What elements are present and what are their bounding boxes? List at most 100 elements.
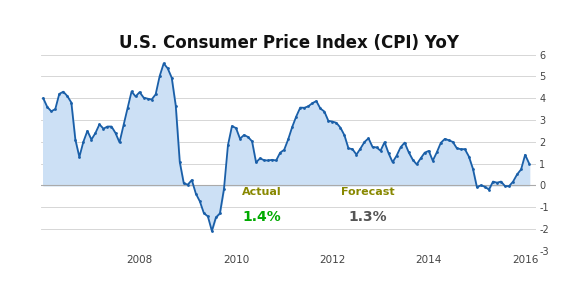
Point xyxy=(340,133,349,138)
Point xyxy=(504,184,514,188)
Point xyxy=(135,90,144,94)
Point xyxy=(384,151,394,156)
Point xyxy=(308,101,317,105)
Text: Actual: Actual xyxy=(241,187,281,197)
Point xyxy=(147,97,156,102)
Point xyxy=(464,154,473,159)
Point xyxy=(525,161,534,166)
Point xyxy=(111,131,120,135)
Title: U.S. Consumer Price Index (CPI) YoY: U.S. Consumer Price Index (CPI) YoY xyxy=(118,34,459,52)
Point xyxy=(324,119,333,123)
Point xyxy=(187,178,196,182)
Point xyxy=(127,89,136,94)
Point xyxy=(484,187,494,192)
Point xyxy=(392,154,401,158)
Point xyxy=(356,146,365,151)
Point xyxy=(87,137,96,142)
Point xyxy=(336,125,345,130)
Point xyxy=(452,146,462,151)
Point xyxy=(79,139,88,144)
Point xyxy=(517,167,526,172)
Point xyxy=(43,105,52,109)
Point xyxy=(436,141,445,145)
Point xyxy=(66,100,76,105)
Point xyxy=(139,95,148,100)
Point xyxy=(223,143,233,147)
Point xyxy=(227,124,237,128)
Point xyxy=(151,92,160,97)
Point xyxy=(312,99,321,103)
Point xyxy=(272,158,281,163)
Point xyxy=(51,107,60,111)
Point xyxy=(211,215,220,220)
Point xyxy=(276,150,285,155)
Point xyxy=(508,179,518,184)
Point xyxy=(47,109,56,113)
Point xyxy=(155,74,164,78)
Point xyxy=(372,145,381,150)
Point xyxy=(380,140,389,145)
Point xyxy=(259,158,269,162)
Point xyxy=(107,124,116,129)
Point xyxy=(404,150,413,154)
Point xyxy=(521,153,530,157)
Point xyxy=(315,106,325,111)
Point xyxy=(352,152,361,157)
Point xyxy=(376,148,385,153)
Point xyxy=(416,156,426,161)
Point xyxy=(468,166,477,171)
Point xyxy=(476,183,486,187)
Point xyxy=(408,157,417,162)
Point xyxy=(103,124,112,129)
Point xyxy=(300,105,309,110)
Point xyxy=(444,138,454,143)
Point xyxy=(296,105,305,110)
Point xyxy=(348,147,357,151)
Point xyxy=(175,160,184,164)
Point xyxy=(287,125,297,129)
Point xyxy=(396,145,405,149)
Point xyxy=(38,96,48,101)
Point xyxy=(264,158,273,163)
Text: Forecast: Forecast xyxy=(341,187,395,197)
Point xyxy=(344,146,353,151)
Point xyxy=(215,211,224,216)
Point xyxy=(251,160,261,165)
Point xyxy=(95,122,104,127)
Point xyxy=(123,106,132,111)
Point xyxy=(332,120,341,125)
Point xyxy=(195,199,205,204)
Point xyxy=(456,147,466,151)
Point xyxy=(319,109,329,114)
Point xyxy=(83,128,92,133)
Point xyxy=(304,104,313,109)
Point xyxy=(460,147,469,151)
Point xyxy=(328,119,337,124)
Point xyxy=(171,103,180,108)
Point xyxy=(400,140,409,145)
Point xyxy=(243,135,252,139)
Point xyxy=(183,182,192,187)
Point xyxy=(99,126,108,131)
Point xyxy=(59,89,68,94)
Point xyxy=(428,158,437,163)
Point xyxy=(236,137,245,141)
Point xyxy=(219,187,229,192)
Point xyxy=(268,158,277,162)
Point xyxy=(360,140,369,144)
Point xyxy=(292,114,301,119)
Point xyxy=(247,139,257,144)
Point xyxy=(364,136,373,141)
Point xyxy=(62,94,72,98)
Point xyxy=(368,145,377,149)
Point xyxy=(143,96,152,101)
Point xyxy=(179,181,188,186)
Point xyxy=(420,150,430,155)
Point xyxy=(231,126,241,130)
Point xyxy=(75,155,84,159)
Point xyxy=(448,140,458,144)
Point xyxy=(432,150,441,155)
Point xyxy=(71,137,80,142)
Point xyxy=(472,185,482,190)
Point xyxy=(159,61,168,66)
